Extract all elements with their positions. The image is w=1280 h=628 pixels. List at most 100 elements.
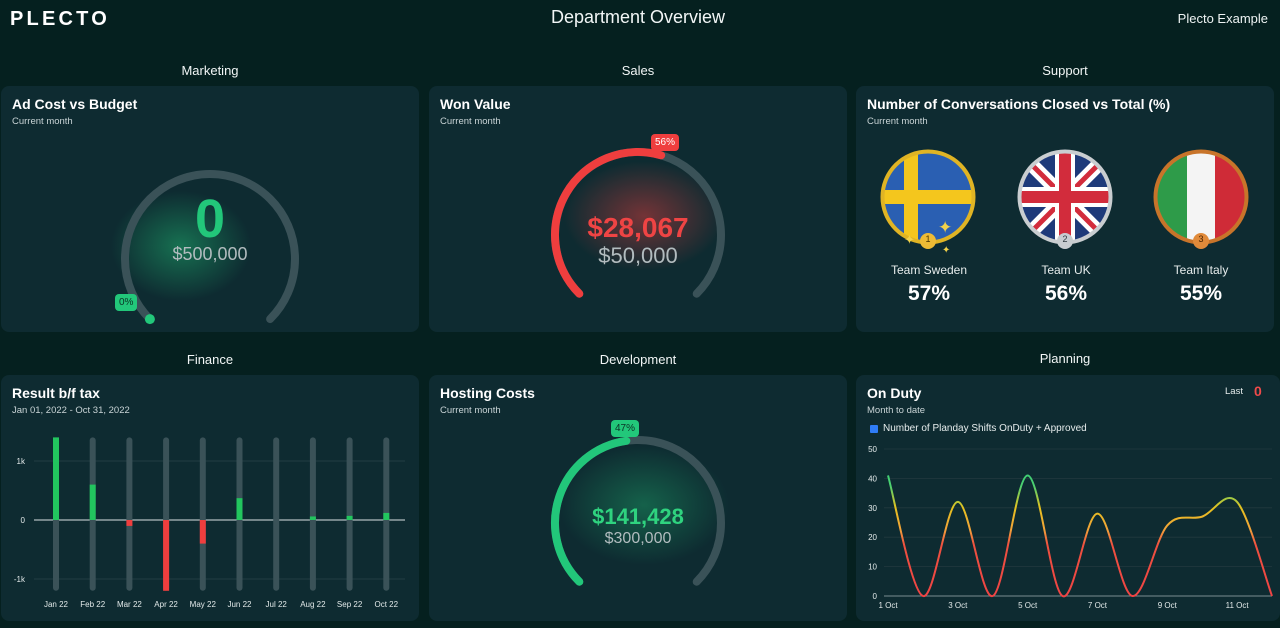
series-line [887, 474, 1273, 598]
y-tick-label: 10 [868, 563, 877, 572]
last-value: 0 [1254, 383, 1262, 399]
sales-gauge [551, 148, 725, 298]
bar [199, 520, 206, 544]
gauge-track [121, 170, 299, 324]
y-tick-label: 0 [873, 592, 878, 601]
card-title: Number of Conversations Closed vs Total … [867, 96, 1171, 112]
marketing-percent-badge: 0% [115, 294, 138, 311]
bar-track [346, 437, 353, 591]
development-value: $141,428 [592, 504, 684, 529]
team-percent: 55% [1179, 282, 1223, 305]
sales-value: $28,067 [587, 212, 689, 243]
bar-track [199, 437, 206, 591]
card-subtitle: Current month [12, 116, 73, 127]
bar-track [309, 437, 316, 591]
marketing-card[interactable]: Ad Cost vs Budget Current month 0 $500,0… [1, 86, 419, 332]
bar-track [126, 437, 133, 591]
italy-flag-icon [1153, 149, 1249, 249]
sales-card[interactable]: Won Value Current month $28,067 $50,000 … [429, 86, 847, 332]
card-subtitle: Current month [440, 116, 501, 127]
account-name[interactable]: Plecto Example [1177, 11, 1268, 26]
rank-badge: 2 [1062, 234, 1068, 244]
card-subtitle: Current month [867, 116, 928, 127]
x-tick-label: May 22 [190, 600, 217, 609]
card-subtitle: Jan 01, 2022 - Oct 31, 2022 [12, 405, 130, 416]
team-name: Team UK [1041, 263, 1091, 277]
x-tick-label: Oct 22 [375, 600, 399, 609]
development-target: $300,000 [604, 530, 672, 547]
sales-percent-badge: 56% [651, 134, 680, 151]
y-tick-label: -1k [14, 575, 26, 584]
x-tick-label: 5 Oct [1018, 601, 1038, 610]
card-title: Ad Cost vs Budget [12, 96, 138, 112]
planning-line-chart: 0 10 20 30 40 50 1 Oct 3 Oct 5 Oct 7 Oct 9 Oct 11 O… [868, 445, 1273, 610]
bar [53, 437, 59, 520]
card-title: Result b/f tax [12, 385, 100, 401]
x-tick-label: Apr 22 [154, 600, 178, 609]
x-tick-label: Aug 22 [300, 600, 326, 609]
uk-flag-icon [1017, 149, 1113, 249]
section-title-marketing: Marketing [181, 63, 239, 78]
team-percent: 57% [907, 282, 951, 305]
bar [346, 515, 353, 520]
y-tick-label: 50 [868, 445, 877, 454]
rank-badge: 3 [1198, 234, 1204, 244]
section-title-finance: Finance [186, 352, 234, 367]
section-title-sales: Sales [621, 63, 655, 78]
x-tick-label: Feb 22 [80, 600, 105, 609]
team-percent: 56% [1044, 282, 1088, 305]
marketing-gauge [111, 170, 299, 325]
finance-bar-chart: 1k 0 -1k Jan 22 Feb 22 Mar 22 Apr 22 May 22 Jun … [14, 437, 405, 609]
y-tick-label: 20 [868, 533, 877, 542]
planning-card[interactable]: On Duty Month to date Last 0 Number of P… [856, 375, 1280, 621]
bar [126, 520, 133, 526]
bar [89, 484, 96, 520]
x-tick-label: 7 Oct [1088, 601, 1108, 610]
last-label: Last [1225, 386, 1243, 397]
development-percent-badge: 47% [611, 420, 640, 437]
svg-text:✦: ✦ [904, 233, 915, 248]
x-tick-label: 1 Oct [878, 601, 898, 610]
svg-text:✦: ✦ [938, 218, 952, 238]
legend-swatch [870, 425, 878, 433]
development-card[interactable]: Hosting Costs Current month $141,428 $30… [429, 375, 847, 621]
section-title-planning: Planning [1039, 351, 1091, 366]
support-card[interactable]: Number of Conversations Closed vs Total … [856, 86, 1274, 332]
section-title-support: Support [1042, 63, 1088, 78]
x-tick-label: 11 Oct [1226, 601, 1250, 610]
sales-target: $50,000 [598, 243, 678, 268]
sweden-flag-icon: ✦ ✦ ✦ [880, 149, 976, 256]
x-tick-label: 9 Oct [1158, 601, 1178, 610]
section-title-development: Development [599, 352, 677, 367]
bar-track [273, 437, 280, 591]
x-tick-label: Jan 22 [44, 600, 69, 609]
bar [163, 520, 170, 591]
card-title: On Duty [867, 385, 922, 401]
x-tick-label: Mar 22 [117, 600, 142, 609]
rank-badge: 1 [925, 234, 931, 244]
svg-text:✦: ✦ [942, 245, 950, 256]
plecto-logo[interactable]: PLECTO [10, 8, 110, 30]
card-subtitle: Current month [440, 405, 501, 416]
finance-card[interactable]: Result b/f tax Jan 01, 2022 - Oct 31, 20… [1, 375, 419, 621]
gauge-progress-arc [551, 436, 631, 586]
gauge-progress-arc [551, 148, 666, 298]
marketing-value: 0 [194, 189, 226, 249]
legend-label[interactable]: Number of Planday Shifts OnDuty + Approv… [883, 423, 1087, 434]
card-title: Hosting Costs [440, 385, 535, 401]
y-tick-label: 40 [868, 474, 877, 483]
y-tick-label: 1k [17, 457, 26, 466]
y-tick-label: 30 [868, 504, 877, 513]
team-name: Team Italy [1173, 263, 1229, 277]
x-tick-label: Sep 22 [337, 600, 363, 609]
x-tick-label: Jul 22 [266, 600, 288, 609]
development-gauge [551, 436, 729, 586]
x-tick-label: Jun 22 [227, 600, 252, 609]
bar [236, 498, 243, 520]
card-title: Won Value [440, 96, 511, 112]
marketing-target: $500,000 [172, 244, 248, 264]
bar [383, 512, 390, 520]
team-name: Team Sweden [890, 263, 968, 277]
bar [309, 516, 316, 520]
gauge-progress-dot [144, 314, 155, 325]
